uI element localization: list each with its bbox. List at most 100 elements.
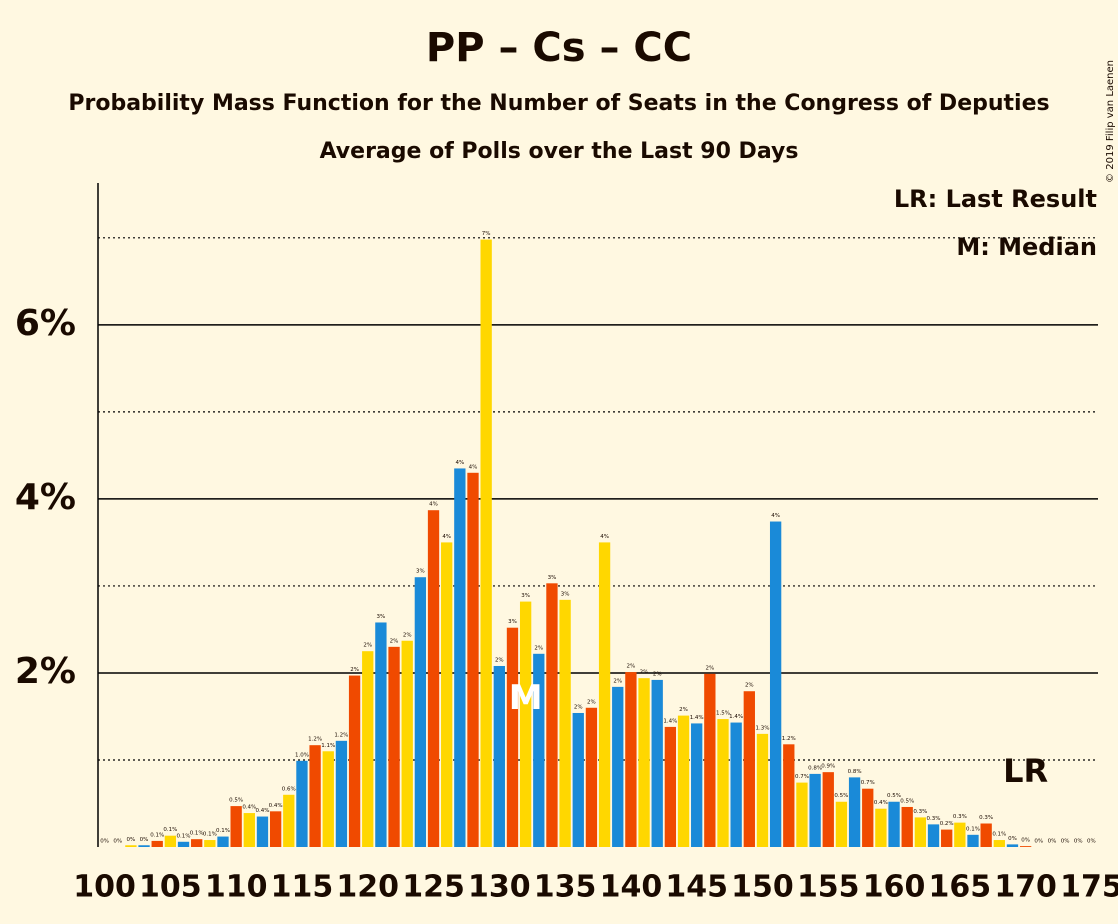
copyright: © 2019 Filip van Laenen xyxy=(1105,60,1116,183)
x-tick-label: 170 xyxy=(994,870,1057,905)
value-label: 3% xyxy=(377,614,386,620)
value-label: 2% xyxy=(495,657,504,663)
bar xyxy=(375,622,387,847)
bar xyxy=(572,712,584,847)
bar xyxy=(1006,844,1019,847)
bar xyxy=(691,723,703,847)
bar xyxy=(414,577,427,847)
bar xyxy=(283,794,295,847)
value-label: 0.5% xyxy=(900,798,914,804)
x-tick-label: 105 xyxy=(139,870,202,905)
value-label: 2% xyxy=(705,665,714,671)
value-label: 0.8% xyxy=(808,765,822,771)
value-label: 2% xyxy=(679,707,688,713)
bar xyxy=(191,839,203,847)
value-label: 1.2% xyxy=(782,736,796,742)
bar xyxy=(506,627,519,847)
bar xyxy=(927,824,940,847)
value-label: 1.0% xyxy=(295,752,309,758)
y-tick-label: 6% xyxy=(15,303,76,344)
bar xyxy=(796,782,808,847)
last-result-marker: LR xyxy=(1003,752,1048,790)
bar xyxy=(256,816,269,847)
bar xyxy=(322,751,334,847)
value-label: 2% xyxy=(534,645,543,651)
value-label: 2% xyxy=(390,638,399,644)
value-label: 2% xyxy=(363,643,372,649)
value-label: 0.4% xyxy=(255,808,269,814)
bar xyxy=(822,772,834,847)
bar xyxy=(664,726,677,847)
value-label: 0.1% xyxy=(966,826,980,832)
value-label: 0.5% xyxy=(834,793,848,799)
bar xyxy=(559,599,571,847)
value-label: 0% xyxy=(1034,839,1043,845)
value-label: 0% xyxy=(140,837,149,843)
bar xyxy=(467,472,479,847)
bar xyxy=(151,840,163,847)
value-label: 0.1% xyxy=(190,831,204,837)
bar xyxy=(1019,846,1032,847)
value-label: 0.1% xyxy=(177,833,191,839)
x-tick-label: 110 xyxy=(205,870,268,905)
bar xyxy=(769,521,782,847)
bar xyxy=(677,715,690,847)
value-label: 0.5% xyxy=(887,793,901,799)
value-label: 2% xyxy=(587,699,596,705)
bar xyxy=(296,760,308,847)
bar xyxy=(743,691,755,847)
value-label: 4% xyxy=(469,464,478,470)
value-label: 2% xyxy=(574,704,583,710)
value-label: 0% xyxy=(1061,839,1070,845)
bar xyxy=(756,733,769,847)
value-label: 0.1% xyxy=(992,832,1006,838)
value-label: 0.4% xyxy=(874,800,888,806)
x-tick-label: 140 xyxy=(600,870,663,905)
value-label: 0.7% xyxy=(795,774,809,780)
value-label: 4% xyxy=(600,534,609,540)
bar xyxy=(717,719,729,847)
bar xyxy=(269,811,282,847)
value-label: 3% xyxy=(561,591,570,597)
value-label: 1.4% xyxy=(663,718,677,724)
bar xyxy=(493,665,505,847)
value-label: 2% xyxy=(627,664,636,670)
value-label: 0.3% xyxy=(953,814,967,820)
x-tick-label: 145 xyxy=(665,870,728,905)
bar xyxy=(427,510,440,847)
bar xyxy=(730,722,742,847)
legend-entry: M: Median xyxy=(956,233,1097,261)
value-label: 1.4% xyxy=(690,715,704,721)
bar xyxy=(704,673,716,847)
bar xyxy=(125,845,137,847)
x-tick-label: 120 xyxy=(336,870,399,905)
value-label: 2% xyxy=(403,632,412,638)
bar xyxy=(875,808,887,847)
value-label: 4% xyxy=(455,460,464,466)
value-label: 0% xyxy=(127,837,136,843)
value-label: 0.7% xyxy=(861,780,875,786)
value-label: 1.2% xyxy=(334,732,348,738)
bar xyxy=(967,834,979,847)
bar xyxy=(480,239,492,848)
value-label: 1.5% xyxy=(716,711,730,717)
value-label: 1.1% xyxy=(321,743,335,749)
bar xyxy=(348,675,361,847)
value-label: 0.9% xyxy=(821,764,835,770)
value-label: 0.6% xyxy=(282,786,296,792)
bar xyxy=(164,835,177,847)
x-tick-label: 175 xyxy=(1060,870,1118,905)
value-label: 2% xyxy=(653,671,662,677)
value-label: 0.1% xyxy=(203,832,217,838)
value-label: 2% xyxy=(613,678,622,684)
value-label: 0.3% xyxy=(979,815,993,821)
median-marker: M xyxy=(509,678,543,718)
bar xyxy=(954,822,966,847)
x-tick-label: 130 xyxy=(468,870,531,905)
bar xyxy=(914,817,927,847)
bar xyxy=(888,801,900,847)
x-tick-label: 100 xyxy=(73,870,136,905)
value-label: 0.1% xyxy=(163,827,177,833)
value-label: 3% xyxy=(508,619,517,625)
